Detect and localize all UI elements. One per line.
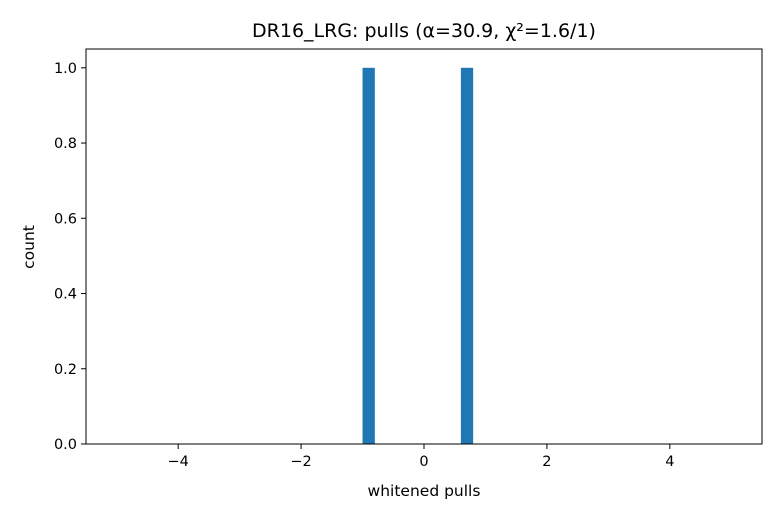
y-tick-label: 1.0 (54, 61, 77, 77)
x-tick-label: 0 (419, 454, 428, 470)
y-axis-label: count (20, 225, 38, 269)
x-tick-label: −4 (167, 454, 188, 470)
bar-1 (362, 67, 375, 445)
x-tick-label: 4 (665, 454, 674, 470)
x-axis-ticks: −4 −2 0 2 4 (167, 444, 674, 470)
bars-group (362, 67, 474, 445)
y-tick-label: 0.8 (54, 136, 77, 152)
bar-2 (460, 67, 474, 445)
x-tick-label: −2 (290, 454, 311, 470)
x-tick-label: 2 (542, 454, 551, 470)
chart-title: DR16_LRG: pulls (α=30.9, χ²=1.6/1) (252, 20, 596, 42)
plot-frame (85, 48, 763, 445)
y-tick-label: 0.0 (54, 437, 77, 453)
x-axis-label: whitened pulls (368, 482, 481, 500)
y-tick-label: 0.6 (54, 211, 77, 227)
y-tick-label: 0.2 (54, 362, 77, 378)
y-axis-ticks: 0.0 0.2 0.4 0.6 0.8 1.0 (54, 61, 86, 453)
y-tick-label: 0.4 (54, 287, 77, 303)
